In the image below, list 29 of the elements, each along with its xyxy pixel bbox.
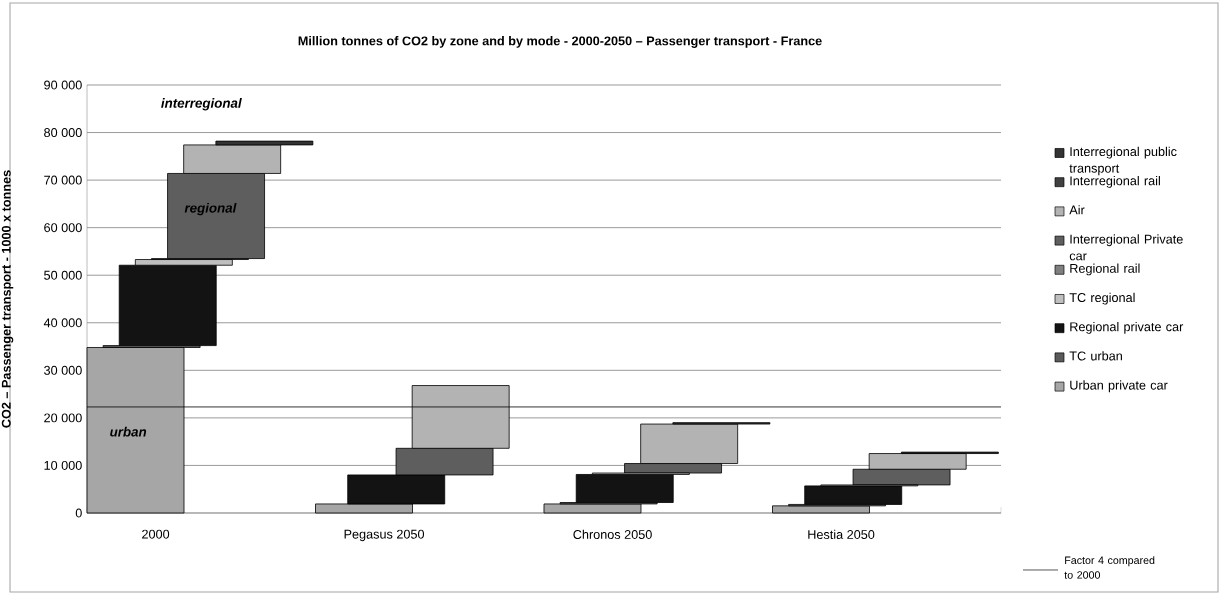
legend-label: Interregional Private car	[1069, 234, 1183, 261]
x-tick-label: Hestia 2050	[808, 529, 875, 539]
legend-label: Factor 4 compared to 2000	[1064, 556, 1155, 579]
annotation: urban	[110, 426, 147, 437]
legend-label: Air	[1069, 205, 1085, 215]
y-axis-title: CO2 – Passenger transport - 1000 x tonnes	[1, 170, 14, 428]
y-tick-label: 10 000	[44, 460, 82, 470]
y-tick-label: 0	[75, 508, 82, 518]
y-tick-label: 20 000	[44, 413, 82, 423]
legend-label: TC urban	[1069, 351, 1122, 361]
x-tick-label: Pegasus 2050	[344, 529, 425, 542]
annotation: regional	[184, 202, 237, 216]
y-tick-label: 60 000	[44, 223, 82, 233]
y-tick-label: 40 000	[43, 318, 82, 328]
y-tick-label: 50 000	[44, 270, 82, 280]
legend-label: Regional private car	[1070, 321, 1184, 334]
y-tick-label: 90 000	[44, 80, 82, 90]
y-tick-label: 70 000	[44, 175, 82, 185]
y-tick-label: 30 000	[44, 365, 82, 375]
x-tick-label: Chronos 2050	[573, 529, 652, 539]
y-tick-label: 80 000	[44, 128, 82, 138]
legend-label: Urban private car	[1070, 380, 1168, 393]
legend-label: Interregional public transport	[1069, 146, 1177, 176]
annotation: interregional	[161, 98, 242, 111]
x-tick-label: 2000	[142, 529, 170, 539]
legend-label: TC regional	[1069, 292, 1135, 305]
chart-title: Million tonnes of CO2 by zone and by mode - 2000-2050 – Passenger transport - France	[298, 36, 822, 48]
legend-label: Interregional rail	[1070, 175, 1160, 188]
legend-label: Regional rail	[1070, 263, 1140, 276]
